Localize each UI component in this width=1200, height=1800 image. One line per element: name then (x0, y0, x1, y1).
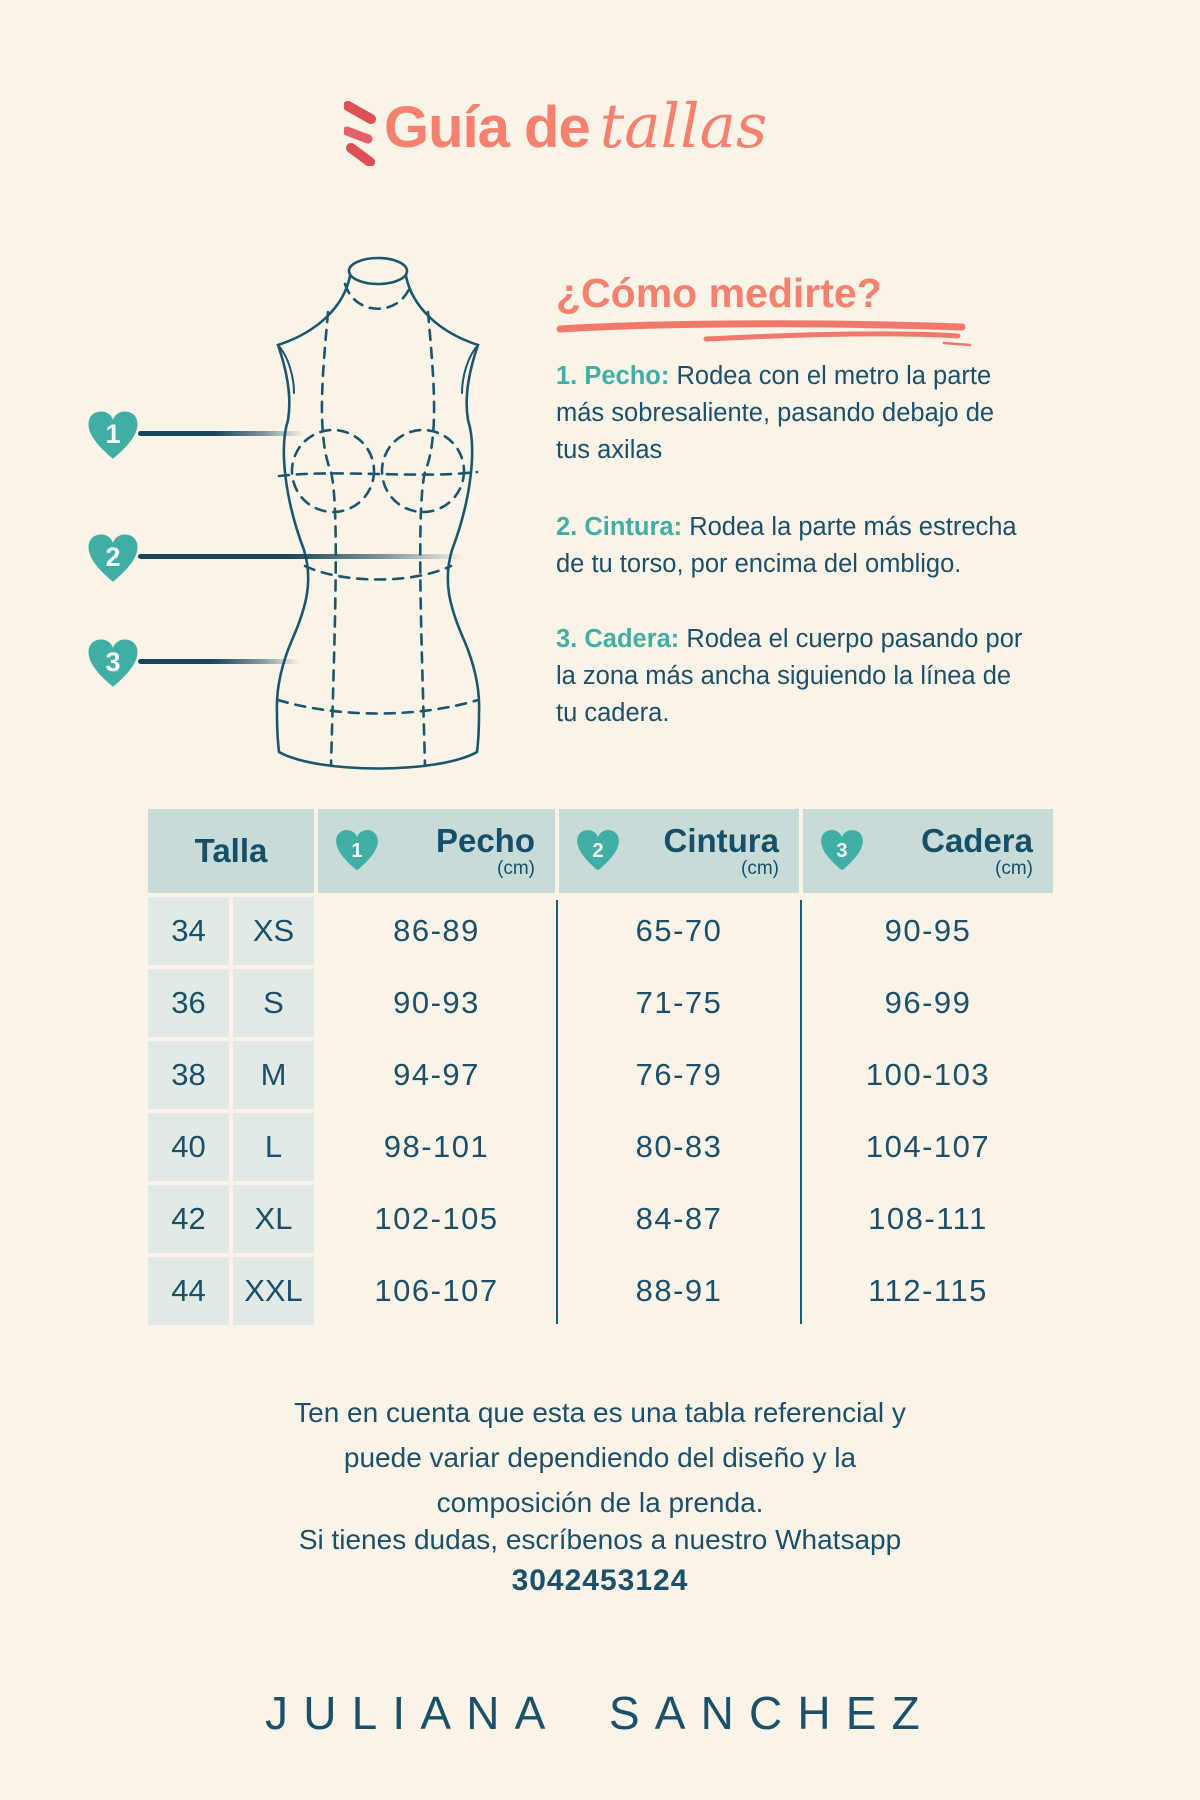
size-number-cell: 36 (148, 969, 229, 1037)
whatsapp-number: 3042453124 (511, 1564, 689, 1597)
size-letter-cell: L (233, 1113, 314, 1181)
disclaimer-line: composición de la prenda. (436, 1487, 764, 1518)
heart-number: 2 (592, 840, 603, 862)
step-label: 3. Cadera: (556, 625, 680, 653)
cintura-value: 84-87 (635, 1201, 723, 1236)
size-table-header: Talla 1 Pecho (cm) 2 Cintura (cm (148, 809, 1053, 893)
table-row: 38 M 94-97 76-79 100-103 (148, 1041, 1053, 1109)
size-number-cell: 40 (148, 1113, 229, 1181)
table-row: 40 L 98-101 80-83 104-107 (148, 1113, 1053, 1181)
brand-logo-text: JULIANA SANCHEZ (265, 1687, 935, 1739)
step-text: Rodea con el metro la parte (676, 362, 992, 390)
pecho-value: 98-101 (383, 1129, 490, 1164)
header-cell-talla: Talla (148, 809, 314, 893)
waist-marker-heart: 2 (86, 529, 140, 589)
table-row: 36 S 90-93 71-75 96-99 (148, 969, 1053, 1037)
step-line: 3. Cadera: Rodea el cuerpo pasando por (556, 621, 1036, 658)
table-row: 44 XXL 106-107 88-91 112-115 (148, 1257, 1053, 1325)
column-label: Cadera (921, 822, 1033, 859)
pecho-value: 90-93 (393, 985, 480, 1020)
step-line: de tu torso, por encima del ombligo. (556, 550, 962, 578)
heart-3-icon: 3 (821, 830, 863, 871)
mannequin-illustration (275, 256, 481, 770)
step-line: tu cadera. (556, 699, 670, 727)
step-line: tus axilas (556, 436, 663, 464)
heart-1-icon: 1 (336, 830, 378, 871)
size-table: Talla 1 Pecho (cm) 2 Cintura (cm (148, 809, 1053, 1329)
cadera-value: 90-95 (884, 913, 972, 948)
cadera-value: 100-103 (865, 1057, 991, 1092)
heart-number: 3 (836, 840, 847, 862)
header-cell-pecho: 1 Pecho (cm) (318, 809, 555, 893)
pecho-value: 86-89 (393, 913, 480, 948)
cintura-value: 80-83 (635, 1129, 723, 1164)
size-letter-cell: XS (233, 897, 314, 965)
howto-heading: ¿Cómo medirte? (556, 270, 882, 316)
page-title-prefix: Guía de (384, 95, 591, 160)
step-text: Rodea el cuerpo pasando por (686, 625, 1023, 653)
cintura-value: 71-75 (635, 985, 723, 1020)
column-divider (556, 900, 558, 1324)
waist-marker-line (138, 554, 465, 559)
page-title-emphasis: tallas (599, 91, 768, 162)
step-label: 2. Cintura: (556, 513, 683, 541)
step-line: 1. Pecho: Rodea con el metro la parte (556, 358, 1036, 395)
bust-marker-heart: 1 (86, 406, 140, 466)
cadera-value: 112-115 (868, 1273, 988, 1308)
brush-swoosh-icon (344, 101, 376, 166)
bust-marker-line (138, 431, 305, 436)
size-letter-cell: M (233, 1041, 314, 1109)
pecho-value: 102-105 (374, 1201, 499, 1236)
disclaimer-text: Ten en cuenta que esta es una tabla refe… (0, 1390, 1200, 1525)
cadera-value: 96-99 (884, 985, 972, 1020)
column-divider (800, 900, 802, 1324)
column-unit: (cm) (741, 858, 779, 879)
cadera-value: 104-107 (865, 1129, 991, 1164)
whatsapp-help-text: Si tienes dudas, escríbenos a nuestro Wh… (298, 1524, 902, 1555)
table-row: 42 XL 102-105 84-87 108-111 (148, 1185, 1053, 1253)
step-line: la zona más ancha siguiendo la línea de (556, 662, 1012, 690)
heart-number: 1 (351, 840, 362, 862)
size-number-cell: 42 (148, 1185, 229, 1253)
hand-drawn-underline (556, 320, 972, 347)
marker-number: 3 (105, 647, 120, 677)
disclaimer-line: Ten en cuenta que esta es una tabla refe… (294, 1397, 906, 1428)
step-label: 1. Pecho: (556, 362, 670, 390)
step-text: Rodea la parte más estrecha (689, 513, 1017, 541)
measure-step-pecho: 1. Pecho: Rodea con el metro la parte má… (556, 358, 1036, 469)
page-title: Guía de tallas (384, 90, 767, 164)
size-table-body: 34 XS 86-89 65-70 90-95 36 S 90-93 71-75… (148, 897, 1053, 1325)
heart-2-icon: 2 (577, 830, 619, 871)
cintura-value: 88-91 (635, 1273, 723, 1308)
size-letter-cell: XL (233, 1185, 314, 1253)
cintura-value: 65-70 (635, 913, 723, 948)
cintura-value: 76-79 (635, 1057, 723, 1092)
header-cell-cadera: 3 Cadera (cm) (803, 809, 1053, 893)
hip-marker-heart: 3 (86, 634, 140, 694)
marker-number: 2 (105, 542, 120, 572)
pecho-value: 106-107 (374, 1273, 499, 1308)
step-line: más sobresaliente, pasando debajo de (556, 399, 995, 427)
step-line: 2. Cintura: Rodea la parte más estrecha (556, 509, 1036, 546)
header-cell-cintura: 2 Cintura (cm) (559, 809, 799, 893)
measure-step-cadera: 3. Cadera: Rodea el cuerpo pasando por l… (556, 621, 1036, 732)
cadera-value: 108-111 (868, 1201, 988, 1236)
column-label: Pecho (435, 822, 535, 859)
measure-step-cintura: 2. Cintura: Rodea la parte más estrecha … (556, 509, 1036, 583)
size-number-cell: 34 (148, 897, 229, 965)
size-letter-cell: S (233, 969, 314, 1037)
size-number-cell: 38 (148, 1041, 229, 1109)
pecho-value: 94-97 (393, 1057, 480, 1092)
size-number-cell: 44 (148, 1257, 229, 1325)
hip-marker-line (138, 659, 300, 664)
column-unit: (cm) (497, 858, 535, 879)
disclaimer-line: puede variar dependiendo del diseño y la (343, 1442, 857, 1473)
column-label: Cintura (663, 822, 780, 859)
column-unit: (cm) (995, 858, 1033, 879)
size-letter-cell: XXL (233, 1257, 314, 1325)
marker-number: 1 (105, 419, 120, 449)
table-row: 34 XS 86-89 65-70 90-95 (148, 897, 1053, 965)
